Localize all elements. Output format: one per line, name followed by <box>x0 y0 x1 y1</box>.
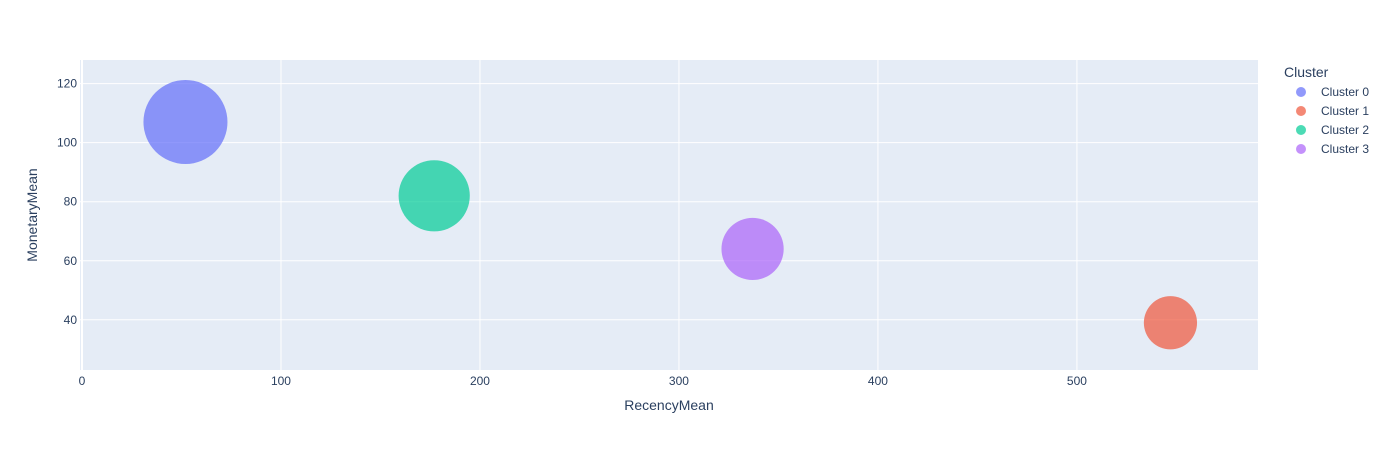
bubble-cluster-0[interactable] <box>143 80 228 164</box>
y-tick-label: 80 <box>64 195 78 209</box>
x-tick-label: 300 <box>669 374 689 388</box>
x-tick-label: 400 <box>868 374 888 388</box>
legend-marker[interactable] <box>1296 106 1306 116</box>
bubble-cluster-1[interactable] <box>1143 296 1198 350</box>
legend-marker[interactable] <box>1296 125 1306 135</box>
x-tick-label: 200 <box>470 374 490 388</box>
x-axis-title: RecencyMean <box>624 397 714 413</box>
legend: Cluster Cluster 0 Cluster 1 Cluster 2 Clust… <box>1284 64 1369 156</box>
legend-marker[interactable] <box>1296 144 1306 154</box>
legend-label[interactable]: Cluster 1 <box>1321 104 1369 118</box>
legend-marker[interactable] <box>1296 87 1306 97</box>
y-tick-label: 40 <box>64 313 78 327</box>
legend-title: Cluster <box>1284 64 1329 80</box>
bubbles <box>143 80 1198 350</box>
legend-label[interactable]: Cluster 0 <box>1321 85 1369 99</box>
grid-lines <box>80 60 1258 370</box>
y-tick-label: 60 <box>64 254 78 268</box>
legend-label[interactable]: Cluster 2 <box>1321 123 1369 137</box>
legend-label[interactable]: Cluster 3 <box>1321 142 1369 156</box>
y-axis-ticks: 40 60 80 100 120 <box>57 77 77 327</box>
plot-background <box>80 60 1258 370</box>
y-tick-label: 100 <box>57 136 77 150</box>
y-tick-label: 120 <box>57 77 77 91</box>
x-tick-label: 100 <box>271 374 291 388</box>
bubble-cluster-2[interactable] <box>398 160 470 232</box>
y-axis-title: MonetaryMean <box>24 168 40 261</box>
bubble-cluster-3[interactable] <box>721 217 784 281</box>
x-tick-label: 500 <box>1067 374 1087 388</box>
x-axis-ticks: 0 100 200 300 400 500 <box>79 374 1088 388</box>
x-tick-label: 0 <box>79 374 86 388</box>
